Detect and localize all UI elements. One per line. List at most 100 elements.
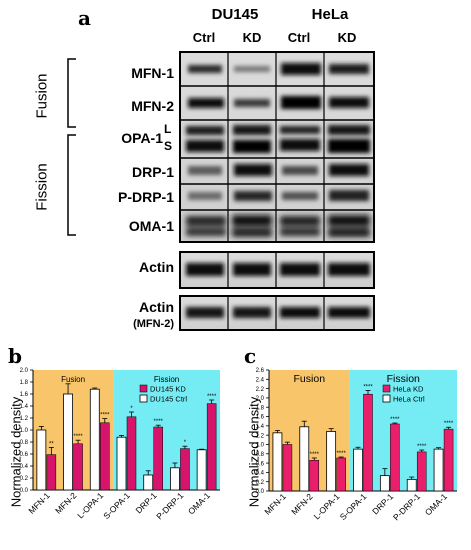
cell-line-label-hela: HeLa [311, 6, 349, 23]
fusion-region [33, 370, 114, 490]
significance-label: **** [336, 451, 346, 457]
bar-kd [206, 403, 217, 491]
legend-label-kd: DU145 KD [150, 385, 186, 394]
y-tick-label: 1.4 [256, 424, 265, 430]
group-brackets [67, 58, 76, 236]
y-tick-label: 1.8 [256, 405, 265, 411]
x-category-label: L-OPA-1 [75, 490, 105, 520]
fusion-region [269, 370, 350, 491]
bar-ctrl [379, 475, 390, 492]
significance-label: **** [73, 434, 83, 440]
condition-label-du145-kd: KD [242, 30, 262, 45]
bar-ctrl [326, 431, 337, 492]
significance-label: **** [310, 452, 320, 458]
bar-ctrl [116, 436, 127, 491]
fission-region-label: Fission [154, 375, 179, 384]
x-category-label: L-OPA-1 [312, 491, 342, 521]
blot-label-actin: Actin [139, 259, 174, 275]
bar-ctrl [89, 388, 100, 491]
bar-ctrl [433, 448, 444, 492]
bar-ctrl [196, 449, 207, 491]
bar-ctrl [36, 429, 47, 491]
y-tick-label: 2.4 [256, 378, 265, 384]
legend-label-ctrl: DU145 Ctrl [150, 395, 187, 404]
legend-swatch-kd [139, 384, 148, 393]
legend-label-kd: HeLa KD [393, 385, 424, 394]
blot-label-oma1: OMA-1 [128, 218, 174, 234]
x-category-label: MFN-2 [289, 491, 315, 517]
bar-ctrl [63, 393, 73, 491]
blot-label-opa1-long: L [164, 122, 172, 136]
blot-label-opa1: OPA-1 [121, 130, 163, 146]
bar-ctrl [353, 448, 363, 492]
significance-label: **** [444, 421, 454, 427]
x-category-label: DRP-1 [370, 491, 395, 516]
x-category-label: OMA-1 [186, 490, 212, 516]
y-tick-label: 1.6 [20, 392, 29, 398]
y-tick-label: 0.0 [20, 488, 29, 494]
panel-b-letter: b [8, 344, 22, 368]
x-category-label: DRP-1 [134, 490, 159, 515]
x-category-label: MFN-1 [262, 491, 288, 517]
condition-label-hela-ctrl: Ctrl [287, 30, 311, 45]
y-tick-label: 2.0 [256, 396, 265, 402]
y-tick-label: 2.2 [256, 387, 265, 393]
bar-ctrl [406, 478, 417, 492]
significance-label: **** [417, 444, 427, 450]
panel-c-letter: c [244, 344, 257, 368]
blot-label-drp1: DRP-1 [131, 164, 174, 180]
x-category-label: S-OPA-1 [338, 491, 369, 522]
significance-label: ** [49, 441, 54, 447]
y-tick-label: 0.8 [256, 452, 265, 458]
bar-kd [336, 457, 346, 492]
y-tick-label: 0.6 [256, 461, 265, 467]
bar-ctrl [272, 432, 283, 492]
bar-kd [443, 428, 454, 492]
y-tick-label: 1.8 [20, 380, 29, 386]
significance-label: **** [100, 413, 110, 419]
condition-label-hela-kd: KD [337, 30, 357, 45]
x-category-label: OMA-1 [423, 491, 449, 517]
x-category-label: S-OPA-1 [101, 490, 132, 521]
significance-label: **** [363, 384, 373, 390]
x-category-label: MFN-1 [26, 490, 52, 516]
x-category-label: P-DRP-1 [154, 490, 185, 521]
blot-label-actin-mfn2-sub: (MFN-2) [133, 318, 174, 330]
western-blot-image [179, 51, 375, 331]
y-tick-label: 0.2 [20, 476, 29, 482]
fission-region-label: Fission [387, 373, 420, 385]
y-tick-label: 0.0 [256, 489, 265, 495]
chart-panel-c: Fusion Fission 0.0 0.2 0.4 0.6 0.8 1.0 1.2 1.4 1.6… [256, 368, 457, 522]
blot-label-mfn1: MFN-1 [131, 65, 174, 81]
bar-kd [180, 448, 190, 491]
legend-swatch-kd [382, 384, 391, 393]
bar-kd [46, 454, 57, 491]
x-category-label: P-DRP-1 [391, 491, 422, 522]
bar-kd [390, 423, 400, 492]
fission-bracket [67, 134, 76, 236]
fusion-region-label: Fusion [294, 373, 326, 385]
blot-label-actin-mfn2: Actin [139, 299, 174, 315]
fusion-bracket [67, 58, 76, 128]
significance-label: **** [154, 419, 164, 425]
bar-kd [153, 426, 163, 491]
blot-label-p-drp1: P-DRP-1 [117, 189, 174, 205]
legend-label-ctrl: HeLa Ctrl [393, 395, 425, 404]
blot-label-opa1-short: S [164, 139, 173, 153]
chart-panel-b: Fusion Fission 0.0 0.2 0.4 0.6 0.8 1.0 1.2 1.4 1.6… [20, 368, 220, 521]
y-tick-label: 0.6 [20, 452, 29, 458]
bar-kd [416, 451, 427, 492]
bar-kd [282, 444, 293, 492]
y-tick-label: 1.2 [20, 416, 29, 422]
bar-ctrl [299, 426, 310, 492]
bar-ctrl [143, 474, 154, 491]
legend-swatch-ctrl [139, 394, 148, 403]
x-category-label: MFN-2 [53, 490, 79, 516]
y-tick-label: 0.2 [256, 480, 265, 486]
significance-label: **** [390, 417, 400, 423]
condition-label-du145-ctrl: Ctrl [192, 30, 216, 45]
bar-kd [126, 416, 137, 491]
blot-label-mfn2: MFN-2 [131, 98, 174, 114]
y-tick-label: 1.2 [256, 433, 265, 439]
bar-kd [73, 443, 83, 491]
